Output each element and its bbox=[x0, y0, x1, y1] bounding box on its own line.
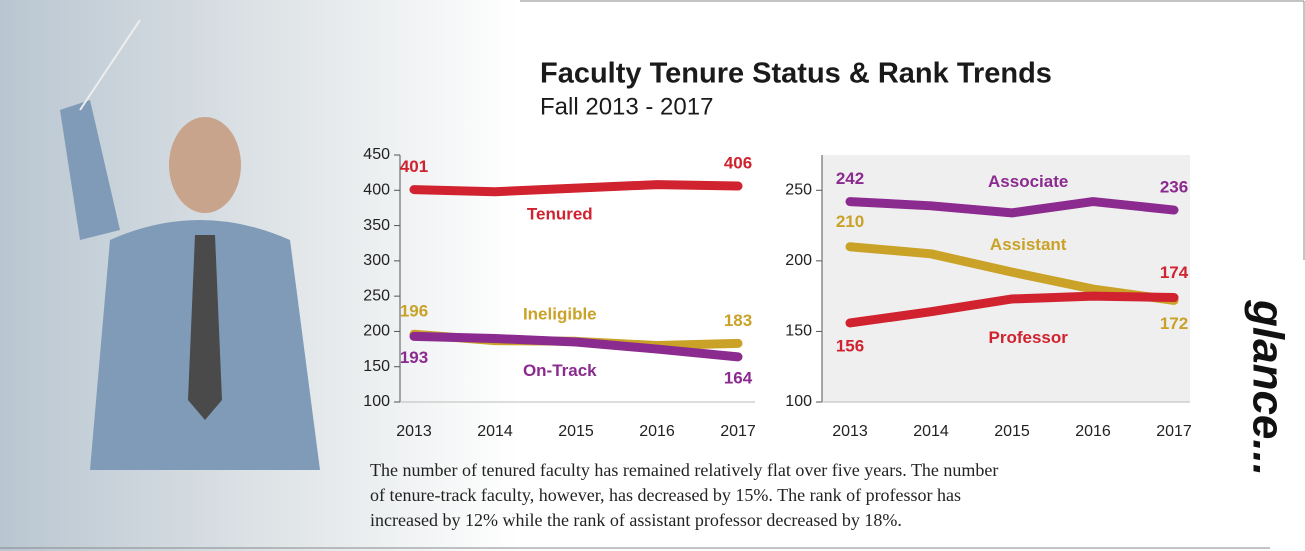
legend-label: Professor bbox=[989, 328, 1069, 347]
x-tick-label: 2013 bbox=[832, 423, 868, 440]
plot-background bbox=[822, 155, 1190, 402]
y-tick-label: 300 bbox=[363, 252, 390, 269]
y-tick-label: 350 bbox=[363, 217, 390, 234]
data-label: 401 bbox=[400, 157, 428, 176]
data-label: 406 bbox=[724, 154, 752, 173]
y-tick-label: 150 bbox=[785, 323, 812, 340]
legend-label: Ineligible bbox=[523, 305, 597, 324]
x-tick-label: 2016 bbox=[1075, 423, 1111, 440]
data-label: 210 bbox=[836, 212, 864, 231]
subtitle: Fall 2013 - 2017 bbox=[540, 93, 713, 120]
legend-label: Assistant bbox=[990, 235, 1067, 254]
y-tick-label: 100 bbox=[363, 393, 390, 410]
paragraph-line: of tenure-track faculty, however, has de… bbox=[370, 485, 961, 505]
x-tick-label: 2014 bbox=[477, 423, 513, 440]
y-tick-label: 200 bbox=[785, 252, 812, 269]
data-label: 172 bbox=[1160, 314, 1188, 333]
legend-label: On-Track bbox=[523, 361, 597, 380]
y-tick-label: 400 bbox=[363, 182, 390, 199]
legend-label: Tenured bbox=[527, 204, 593, 223]
y-tick-label: 200 bbox=[363, 323, 390, 340]
x-tick-label: 2017 bbox=[720, 423, 756, 440]
y-tick-label: 100 bbox=[785, 393, 812, 410]
y-tick-label: 450 bbox=[363, 146, 390, 163]
y-tick-label: 250 bbox=[363, 287, 390, 304]
title: Faculty Tenure Status & Rank Trends bbox=[540, 58, 1052, 90]
side-text: glance... bbox=[1243, 299, 1292, 476]
x-tick-label: 2014 bbox=[913, 423, 949, 440]
infographic: Faculty Tenure Status & Rank Trends Fall… bbox=[0, 0, 1305, 551]
y-tick-label: 150 bbox=[363, 358, 390, 375]
y-tick-label: 250 bbox=[785, 182, 812, 199]
x-tick-label: 2016 bbox=[639, 423, 675, 440]
x-tick-label: 2013 bbox=[396, 423, 432, 440]
data-label: 174 bbox=[1160, 263, 1189, 282]
x-tick-label: 2017 bbox=[1156, 423, 1192, 440]
data-label: 236 bbox=[1160, 178, 1188, 197]
data-label: 183 bbox=[724, 311, 752, 330]
data-label: 196 bbox=[400, 302, 428, 321]
paragraph-line: increased by 12% while the rank of assis… bbox=[370, 510, 902, 530]
data-label: 193 bbox=[400, 348, 428, 367]
paragraph-line: The number of tenured faculty has remain… bbox=[370, 460, 998, 480]
data-label: 156 bbox=[836, 336, 864, 355]
data-label: 242 bbox=[836, 169, 864, 188]
x-tick-label: 2015 bbox=[558, 423, 594, 440]
legend-label: Associate bbox=[988, 172, 1068, 191]
data-label: 164 bbox=[724, 368, 753, 387]
x-tick-label: 2015 bbox=[994, 423, 1030, 440]
